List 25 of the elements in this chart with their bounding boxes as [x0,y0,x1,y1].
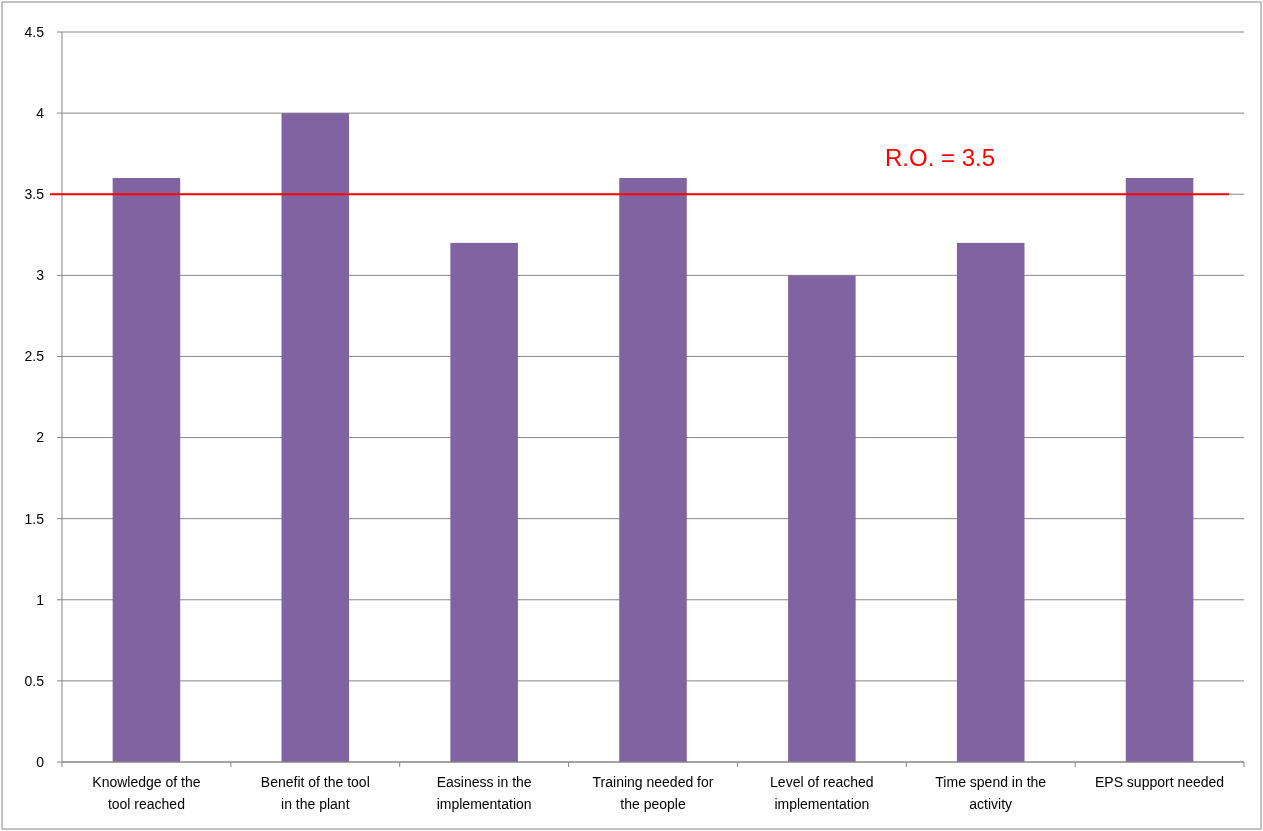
x-tick-label: Easiness in the implementation [436,774,532,812]
x-tick-label: EPS support needed [1094,774,1225,790]
x-tick-label: Time spend in the activity [935,774,1047,812]
y-tick-label: 4 [36,105,45,122]
y-tick-label: 2 [36,429,45,446]
bar [1125,178,1194,762]
y-tick-label: 4.5 [24,23,45,40]
y-tick-label: 3.5 [24,186,45,203]
bar [788,275,856,762]
x-tick-label: Benefit of the tool in the plant [260,774,370,812]
y-tick-label: 3 [36,267,45,284]
x-tick-label: Training needed for the people [592,774,714,812]
x-tick-label: Level of reached implementation [770,774,874,812]
y-tick-label: 1 [36,591,45,608]
bar [281,113,350,762]
bar [619,178,687,762]
bar [112,178,181,762]
y-tick-label: 2.5 [24,348,45,365]
y-tick-label: 0.5 [24,672,45,689]
y-tick-label: 1.5 [24,510,45,527]
bar [956,242,1025,762]
bar [450,242,518,762]
x-tick-label: Knowledge of the tool reached [92,774,201,812]
y-tick-label: 0 [36,753,45,770]
ref-line-label: R.O. = 3.5 [884,144,996,172]
